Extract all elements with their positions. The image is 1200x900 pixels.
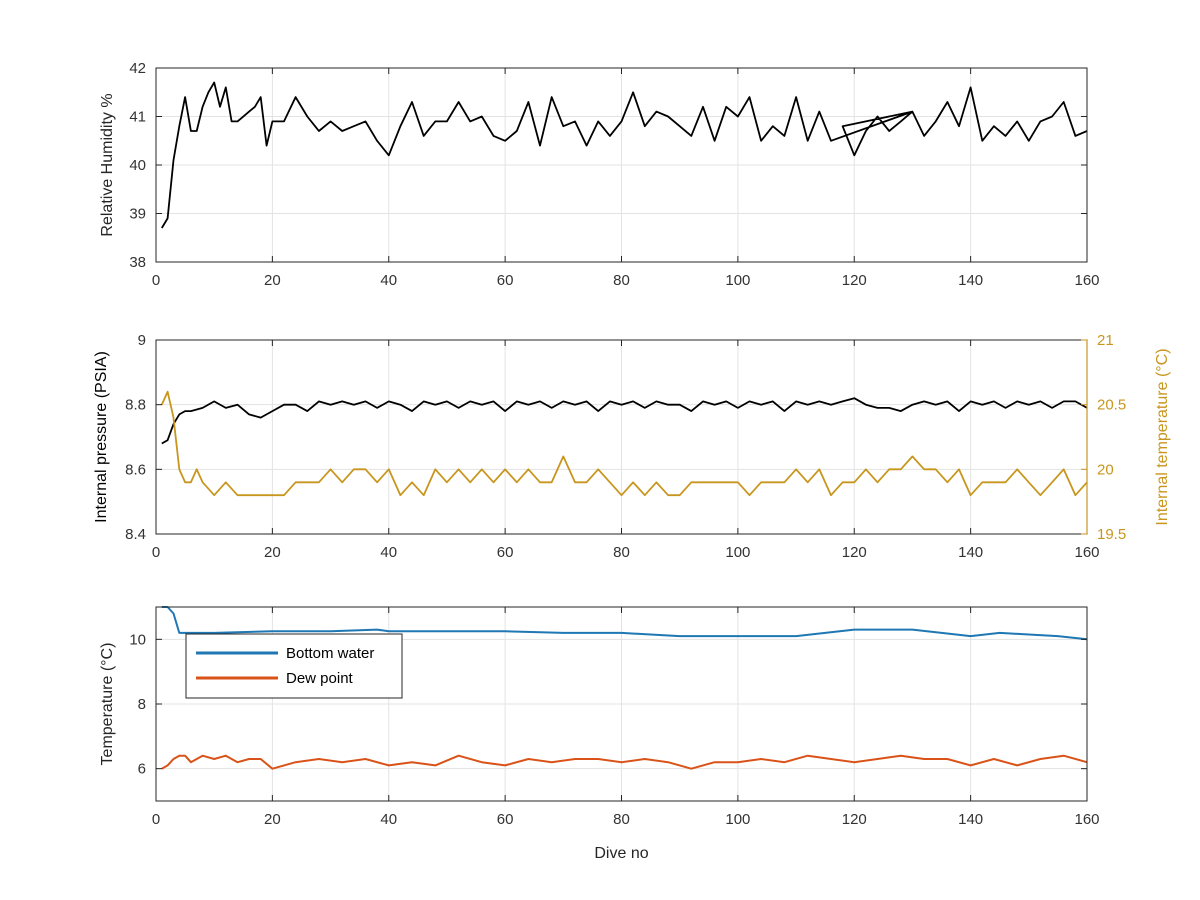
x-tick-label: 80 <box>613 544 630 561</box>
subplot-2: 0 20 40 60 80 100 120 140 160 8.4 8.6 8.8 9 19.5 20 20.… <box>93 332 1171 561</box>
x-tick-label: 140 <box>958 272 983 289</box>
series-line-1 <box>161 397 1088 445</box>
y2-tick-label: 19.5 <box>1097 526 1126 543</box>
x-tick-label: 160 <box>1074 544 1099 561</box>
y2-tick-label: 20 <box>1097 461 1114 478</box>
x-tick-label: 120 <box>842 811 867 828</box>
series-line-bottom-water <box>161 606 1088 641</box>
y2-axis-label: Internal temperature (°C) <box>1154 348 1171 525</box>
x-tick-label: 60 <box>497 272 514 289</box>
legend: Bottom water Dew point <box>185 633 403 699</box>
x-tick-label: 40 <box>380 544 397 561</box>
x-tick-label: 20 <box>264 272 281 289</box>
x-tick-label: 60 <box>497 811 514 828</box>
x-tick-label: 100 <box>725 272 750 289</box>
y2-tick-label: 20.5 <box>1097 397 1126 414</box>
x-tick-label: 0 <box>152 811 160 828</box>
x-tick-label: 60 <box>497 544 514 561</box>
legend-label: Dew point <box>286 670 354 687</box>
y-axis-label: Relative Humidity % <box>99 93 116 236</box>
y-tick-label: 40 <box>129 157 146 174</box>
series-line-dew-point <box>161 754 1088 770</box>
y-tick-label: 39 <box>129 206 146 223</box>
y-tick-label: 8.4 <box>125 526 146 543</box>
y-tick-label: 38 <box>129 254 146 271</box>
legend-box <box>185 633 403 699</box>
y-tick-label: 9 <box>138 332 146 349</box>
x-tick-label: 20 <box>264 544 281 561</box>
y-tick-label: 10 <box>129 631 146 648</box>
x-tick-label: 140 <box>958 544 983 561</box>
y-tick-label: 8.8 <box>125 397 146 414</box>
y-tick-label: 41 <box>129 109 146 126</box>
x-tick-label: 120 <box>842 544 867 561</box>
y-tick-label: 6 <box>138 761 146 778</box>
x-tick-label: 40 <box>380 272 397 289</box>
x-tick-label: 40 <box>380 811 397 828</box>
x-tick-label: 80 <box>613 272 630 289</box>
x-tick-label: 0 <box>152 544 160 561</box>
y-axis-label: Internal pressure (PSIA) <box>93 351 110 523</box>
x-tick-label: 80 <box>613 811 630 828</box>
series-line-2 <box>160 390 1088 497</box>
y-tick-label: 8.6 <box>125 461 146 478</box>
y2-tick-label: 21 <box>1097 332 1114 349</box>
y-tick-label: 8 <box>138 696 146 713</box>
x-axis-label: Dive no <box>594 845 648 862</box>
x-tick-label: 100 <box>725 544 750 561</box>
y-axis-label: Temperature (°C) <box>99 643 116 766</box>
y-tick-label: 42 <box>129 60 146 77</box>
legend-label: Bottom water <box>286 645 374 662</box>
x-tick-label: 100 <box>725 811 750 828</box>
x-tick-label: 20 <box>264 811 281 828</box>
subplot-1: 0 20 40 60 80 100 120 140 160 38 39 40 41 42 Relative … <box>99 60 1100 289</box>
x-tick-label: 160 <box>1074 272 1099 289</box>
subplot-3: 0 20 40 60 80 100 120 140 160 6 8 10 Temperature (°C… <box>99 606 1100 862</box>
x-tick-label: 140 <box>958 811 983 828</box>
x-tick-label: 160 <box>1074 811 1099 828</box>
x-tick-label: 120 <box>842 272 867 289</box>
series-line-1 <box>161 81 1088 229</box>
x-tick-label: 0 <box>152 272 160 289</box>
